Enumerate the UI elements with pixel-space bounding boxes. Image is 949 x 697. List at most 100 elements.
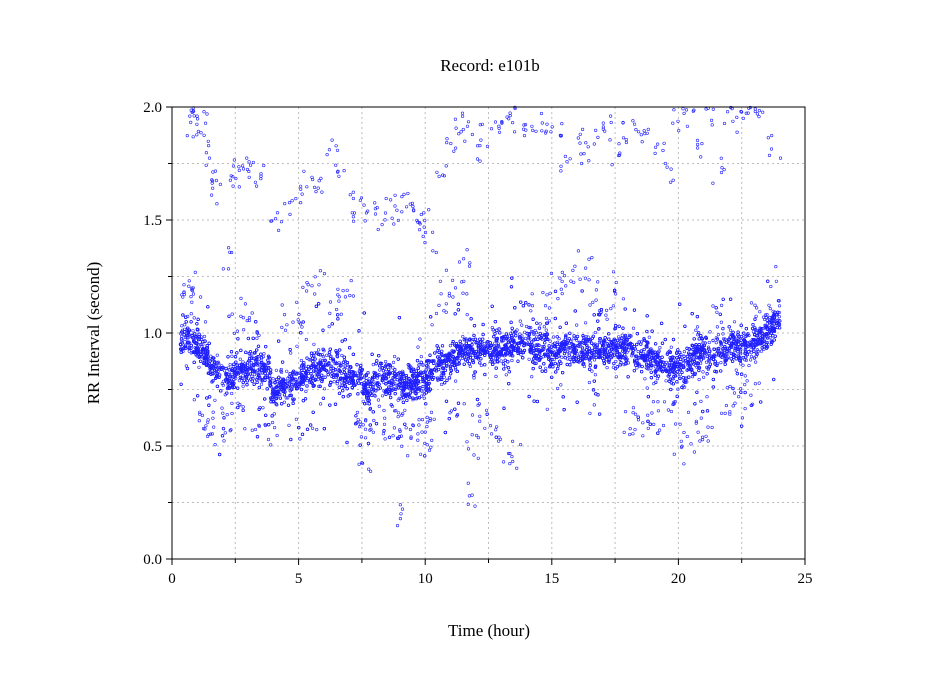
rr-point bbox=[399, 375, 404, 379]
rr-point bbox=[698, 361, 703, 365]
rr-point bbox=[579, 350, 583, 355]
rr-point bbox=[401, 369, 405, 373]
rr-point bbox=[592, 358, 597, 362]
rr-point bbox=[534, 345, 538, 349]
rr-point bbox=[733, 348, 737, 353]
rr-point bbox=[588, 303, 592, 307]
rr-point bbox=[430, 323, 434, 327]
rr-point bbox=[325, 353, 329, 357]
rr-point bbox=[284, 396, 288, 400]
rr-point bbox=[719, 303, 724, 308]
rr-point bbox=[313, 370, 317, 374]
rr-point bbox=[756, 349, 760, 354]
rr-point bbox=[504, 364, 508, 368]
rr-point bbox=[527, 357, 531, 361]
rr-point bbox=[192, 398, 196, 402]
rr-point bbox=[669, 345, 673, 349]
rr-point bbox=[630, 354, 634, 358]
rr-point bbox=[470, 359, 475, 363]
rr-point bbox=[526, 338, 530, 342]
rr-point bbox=[393, 354, 397, 359]
rr-point bbox=[230, 354, 234, 358]
rr-point bbox=[544, 328, 548, 332]
rr-point bbox=[510, 358, 514, 363]
rr-point bbox=[209, 354, 213, 358]
rr-point bbox=[557, 337, 561, 341]
rr-point bbox=[462, 402, 466, 406]
rr-point bbox=[593, 373, 598, 377]
rr-point bbox=[345, 366, 349, 370]
rr-point bbox=[319, 402, 323, 406]
rr-point bbox=[707, 359, 711, 363]
rr-point bbox=[647, 335, 651, 339]
rr-point bbox=[215, 353, 219, 357]
rr-point bbox=[704, 360, 709, 364]
rr-point bbox=[678, 372, 683, 377]
rr-point bbox=[711, 338, 715, 343]
rr-point bbox=[229, 375, 233, 379]
rr-point bbox=[754, 331, 759, 335]
rr-point bbox=[739, 362, 743, 366]
rr-point bbox=[337, 365, 341, 370]
rr-point bbox=[656, 409, 661, 413]
rr-point bbox=[567, 347, 571, 351]
rr-point bbox=[749, 348, 753, 352]
rr-point bbox=[423, 430, 427, 434]
rr-point bbox=[544, 366, 548, 370]
rr-point bbox=[194, 338, 198, 342]
rr-point bbox=[635, 366, 639, 370]
rr-point bbox=[414, 397, 419, 401]
rr-point bbox=[391, 366, 395, 370]
rr-point bbox=[777, 304, 782, 308]
rr-point bbox=[340, 353, 344, 358]
rr-point bbox=[694, 419, 699, 423]
rr-point bbox=[714, 341, 718, 345]
rr-point bbox=[373, 394, 377, 398]
rr-point bbox=[181, 328, 185, 333]
data-points bbox=[178, 105, 783, 528]
rr-point bbox=[575, 323, 579, 327]
rr-point bbox=[605, 366, 609, 370]
rr-point bbox=[614, 359, 618, 364]
rr-point bbox=[314, 373, 318, 377]
rr-point bbox=[465, 292, 469, 296]
rr-point bbox=[279, 369, 283, 373]
rr-point bbox=[258, 369, 262, 373]
rr-point bbox=[620, 333, 624, 337]
rr-point bbox=[274, 368, 279, 372]
rr-point bbox=[249, 361, 253, 365]
rr-point bbox=[627, 348, 631, 352]
rr-point bbox=[580, 340, 585, 344]
rr-point bbox=[741, 363, 745, 367]
rr-point bbox=[701, 375, 706, 379]
rr-point bbox=[653, 365, 658, 369]
rr-point bbox=[307, 358, 311, 362]
rr-point bbox=[417, 418, 421, 422]
rr-point bbox=[223, 369, 227, 373]
rr-point bbox=[259, 382, 264, 386]
rr-point bbox=[243, 427, 247, 431]
rr-point bbox=[286, 396, 290, 400]
rr-point bbox=[269, 377, 273, 381]
rr-point bbox=[272, 412, 276, 416]
rr-point bbox=[643, 377, 647, 381]
rr-point bbox=[734, 368, 738, 372]
rr-point bbox=[733, 401, 737, 405]
rr-point bbox=[548, 339, 552, 343]
rr-point bbox=[333, 362, 337, 366]
chart-title: Record: e101b bbox=[440, 56, 540, 75]
rr-point bbox=[588, 360, 592, 365]
rr-point bbox=[647, 367, 651, 371]
rr-point bbox=[442, 375, 446, 379]
rr-point bbox=[461, 335, 465, 339]
rr-point bbox=[393, 377, 397, 381]
rr-point bbox=[762, 347, 766, 351]
rr-point bbox=[221, 383, 225, 387]
rr-point bbox=[670, 377, 674, 381]
rr-point bbox=[504, 373, 508, 377]
rr-point bbox=[490, 360, 494, 364]
rr-point bbox=[588, 411, 592, 416]
rr-point bbox=[225, 371, 229, 376]
rr-point bbox=[690, 375, 695, 379]
